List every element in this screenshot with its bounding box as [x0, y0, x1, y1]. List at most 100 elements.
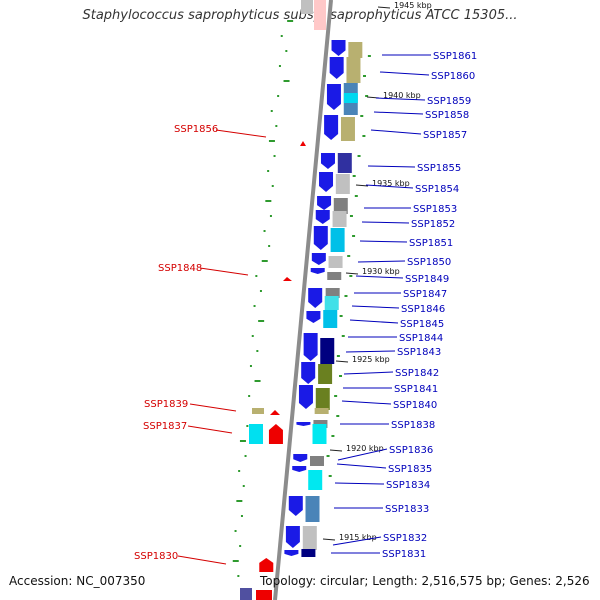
gc-tick	[280, 35, 283, 37]
gene-label-forward: SSP1859	[427, 96, 471, 107]
gene-leader-line	[359, 240, 408, 243]
gc-tick	[263, 230, 266, 232]
gene-label-forward: SSP1851	[409, 238, 453, 249]
gene-arrow	[320, 153, 335, 169]
gc-tick	[232, 560, 239, 562]
gene-block	[332, 211, 347, 227]
gene-label-forward: SSP1843	[397, 347, 441, 358]
gene-block	[346, 57, 361, 83]
gene-arrow-reverse	[259, 558, 274, 572]
gc-tick	[236, 500, 243, 502]
gene-label-forward: SSP1845	[400, 319, 444, 330]
gene-block	[340, 117, 355, 141]
gc-tick	[269, 215, 272, 217]
gc-tick	[239, 440, 246, 442]
gc-tick	[237, 575, 240, 577]
gene-arrow	[293, 454, 308, 462]
gc-tick	[248, 395, 251, 397]
gene-arrow	[308, 288, 323, 308]
gene-arrow	[292, 466, 307, 472]
gc-tick	[265, 200, 272, 202]
gene-block	[325, 288, 340, 298]
gc-tick	[253, 305, 256, 307]
gene-blocks-track	[240, 0, 363, 600]
gene-label-reverse: SSP1839	[144, 399, 188, 410]
gc-tick	[283, 80, 290, 82]
gene-block	[327, 272, 342, 280]
kbp-marker-label: 1945 kbp	[394, 1, 432, 10]
gene-block	[314, 0, 326, 30]
gc-tick	[336, 355, 340, 357]
gene-label-forward: SSP1842	[395, 368, 439, 379]
kbp-marker-line	[345, 272, 359, 275]
gene-label-forward: SSP1855	[417, 163, 461, 174]
gene-label-forward: SSP1854	[415, 184, 459, 195]
gene-label-forward: SSP1831	[382, 549, 426, 560]
gc-tick	[271, 185, 274, 187]
gc-tick	[285, 50, 288, 52]
gc-tick	[273, 155, 276, 157]
gene-label-forward: SSP1860	[431, 71, 475, 82]
gene-leader-line	[187, 425, 233, 434]
gene-leader-line	[334, 482, 385, 485]
gc-tick	[240, 515, 243, 517]
gc-tick	[267, 170, 270, 172]
gc-tick	[256, 350, 259, 352]
kbp-marker-line	[355, 184, 369, 187]
gene-arrow	[317, 196, 332, 210]
kbp-marker-label: 1925 kbp	[352, 355, 390, 364]
gene-label-forward: SSP1840	[393, 400, 437, 411]
gene-block	[328, 256, 343, 268]
gene-arrow	[303, 333, 318, 361]
gc-tick	[249, 365, 252, 367]
gc-tick	[363, 75, 367, 77]
gc-tick	[277, 95, 280, 97]
gene-block	[348, 42, 363, 58]
gc-tick	[268, 245, 271, 247]
gene-labels: 1945 kbp 1940 kbp 1935 kbp 1930 kbp 1925 kbp…	[134, 1, 477, 565]
gene-block	[301, 549, 316, 557]
gene-label-reverse: SSP1856	[174, 124, 218, 135]
gc-tick	[254, 380, 261, 382]
gene-label-forward: SSP1847	[403, 289, 447, 300]
gc-tick	[326, 455, 330, 457]
gene-leader-line	[361, 221, 410, 224]
gene-arrow-reverse	[270, 410, 280, 415]
gene-arrow	[324, 115, 339, 140]
gene-leader-line	[345, 350, 396, 353]
gene-arrow	[311, 253, 326, 265]
gene-leader-line	[199, 267, 249, 276]
gene-arrow-reverse	[300, 141, 306, 146]
gc-tick	[339, 315, 343, 317]
gc-tick	[352, 175, 356, 177]
gene-block	[337, 153, 352, 173]
gc-tick	[244, 455, 247, 457]
gc-tick	[270, 110, 273, 112]
gc-tick	[287, 20, 294, 22]
gene-leader-line	[357, 260, 406, 263]
gene-leader-line	[215, 129, 267, 138]
gene-block	[309, 456, 324, 466]
gene-arrow	[306, 311, 321, 323]
gene-arrow	[329, 57, 344, 79]
kbp-marker-line	[377, 6, 391, 9]
kbp-marker-label: 1935 kbp	[372, 179, 410, 188]
gene-label-forward: SSP1861	[433, 51, 477, 62]
gene-label-forward: SSP1841	[394, 384, 438, 395]
gene-block	[318, 364, 333, 384]
gene-arrow-reverse	[268, 424, 283, 444]
kbp-marker-label: 1940 kbp	[383, 91, 421, 100]
kbp-marker-label: 1920 kbp	[346, 444, 384, 453]
gene-arrow	[326, 84, 341, 110]
gc-tick	[347, 255, 351, 257]
gene-block	[343, 93, 358, 103]
gc-tick	[261, 260, 268, 262]
gene-arrow	[296, 422, 311, 426]
gene-block	[240, 588, 252, 600]
gene-arrow	[331, 40, 346, 56]
gene-leader-line	[375, 97, 426, 101]
genome-title: Staphylococcus saprophyticus subsp. sapr…	[82, 8, 518, 23]
gene-block	[301, 0, 313, 14]
gene-label-forward: SSP1852	[411, 219, 455, 230]
gc-tick	[331, 435, 335, 437]
